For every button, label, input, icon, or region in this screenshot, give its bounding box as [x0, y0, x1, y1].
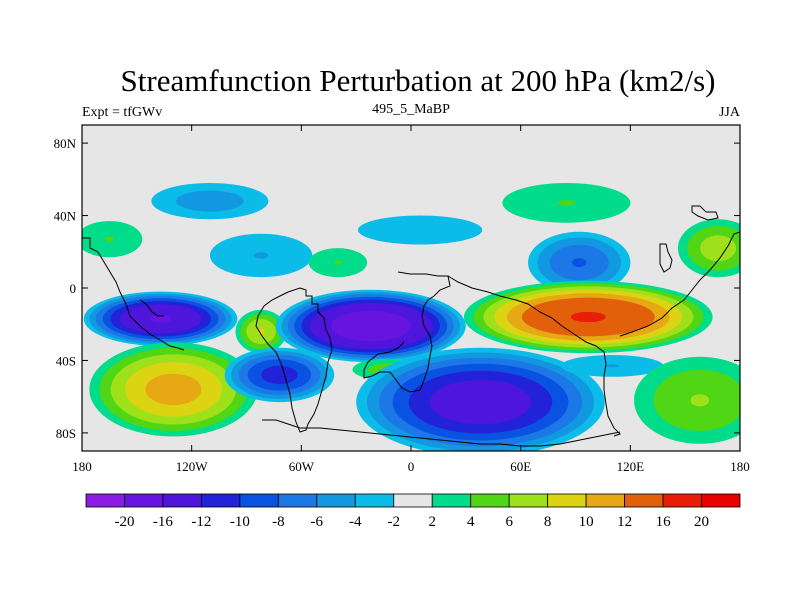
field-feature-8 — [83, 291, 238, 346]
colorbar-label: 10 — [579, 514, 594, 530]
colorbar-label: 8 — [544, 514, 552, 530]
coastline-asia-east — [619, 231, 740, 337]
field-feature-3 — [308, 248, 368, 278]
field-feature-9 — [235, 309, 287, 354]
contour-band — [330, 310, 411, 342]
x-tick-label: 0 — [408, 459, 415, 474]
x-tick-label: 120W — [176, 459, 209, 474]
colorbar-label: -4 — [349, 514, 362, 530]
coastline-japan — [659, 243, 673, 273]
colorbar-label: 6 — [505, 514, 513, 530]
y-tick-label: 40N — [54, 209, 77, 224]
y-tick-label: 40S — [56, 353, 76, 368]
colorbar-swatch — [85, 493, 125, 508]
contour-band — [253, 252, 269, 259]
colorbar-swatch — [393, 493, 433, 508]
contour-band — [570, 311, 606, 323]
colorbar-label: 4 — [467, 514, 475, 530]
contour-band — [261, 365, 298, 384]
continent-outlines — [82, 205, 740, 447]
experiment-label: Expt = tfGWv — [82, 105, 162, 120]
x-tick-label: 60E — [510, 459, 531, 474]
colorbar-label: 2 — [428, 514, 436, 530]
colorbar-swatch — [701, 493, 741, 508]
field-feature-15 — [356, 347, 605, 451]
contour-band — [358, 215, 483, 245]
colorbar-swatch — [354, 493, 395, 508]
case-label: 495_5_MaBP — [372, 102, 450, 117]
y-tick-label: 80N — [54, 136, 77, 151]
x-tick-label: 180 — [730, 459, 750, 474]
contour-band — [333, 260, 342, 265]
field-feature-11 — [464, 280, 713, 354]
colorbar-swatch — [201, 493, 241, 508]
field-feature-0 — [151, 183, 269, 220]
field-feature-16 — [560, 355, 664, 377]
field-feature-10 — [275, 289, 466, 363]
x-tick-label: 60W — [289, 459, 315, 474]
y-tick-label: 0 — [70, 281, 77, 296]
colorbar-label: -2 — [388, 514, 401, 530]
coastline-eurasia — [447, 275, 621, 437]
contour-band — [700, 235, 737, 262]
contour-band — [176, 190, 244, 212]
x-axis: 180 120W 60W 0 60E 120E 180 — [72, 125, 750, 474]
colorbar-swatch — [547, 493, 587, 508]
y-tick-label: 80S — [56, 426, 76, 441]
contour-band — [690, 394, 710, 407]
coastline-central — [139, 299, 164, 317]
x-tick-label: 180 — [72, 459, 92, 474]
contour-band — [429, 379, 532, 425]
colorbar-label: -10 — [230, 514, 250, 530]
colorbar-swatch — [431, 493, 472, 508]
coastline-africa — [363, 271, 451, 393]
colorbar-label: -12 — [191, 514, 211, 530]
field-feature-1 — [82, 221, 143, 258]
colorbar-label: -8 — [272, 514, 285, 530]
field-feature-13 — [224, 347, 335, 403]
season-label: JJA — [719, 105, 741, 120]
y-axis: 80N 40N 0 40S 80S — [54, 136, 740, 441]
field-feature-7 — [677, 219, 740, 278]
contour-band — [572, 258, 587, 267]
colorbar-label: -20 — [115, 514, 135, 530]
colorbar-label: -16 — [153, 514, 173, 530]
colorbar-swatch — [277, 493, 318, 508]
colorbar-swatch — [585, 493, 625, 508]
field-feature-4 — [358, 215, 483, 245]
colorbar-swatch — [508, 493, 549, 508]
coastline-kamchatka — [691, 205, 719, 221]
colorbar-swatch — [239, 493, 279, 508]
colorbar-label: -6 — [311, 514, 324, 530]
colorbar-swatch — [124, 493, 164, 508]
coastline-south-america — [255, 287, 333, 433]
field-feature-5 — [502, 183, 631, 223]
colorbar-swatch — [624, 493, 664, 508]
colorbar-label: 16 — [656, 514, 672, 530]
colorbar-swatch — [470, 493, 510, 508]
contour-band — [104, 236, 115, 242]
colorbar: -20 -16 -12 -10 -8 -6 -4 -2 2 4 6 8 10 12 16 20 — [85, 493, 741, 530]
coastline-north-america — [82, 237, 185, 351]
contour-field-layer — [82, 183, 740, 451]
contour-band — [149, 315, 172, 323]
colorbar-swatch — [162, 493, 202, 508]
colorbar-label: 20 — [694, 514, 709, 530]
coastline-antarctica — [262, 419, 621, 447]
colorbar-swatch — [662, 493, 702, 508]
contour-band — [145, 373, 202, 406]
contour-band — [257, 328, 265, 335]
contour-band — [557, 200, 576, 206]
field-feature-2 — [209, 233, 313, 278]
colorbar-label: 12 — [617, 514, 632, 530]
colorbar-swatch — [316, 493, 356, 508]
contour-band — [604, 364, 620, 368]
field-feature-17 — [634, 356, 740, 444]
field-feature-6 — [528, 231, 631, 294]
x-tick-label: 120E — [617, 459, 645, 474]
chart-title: Streamfunction Perturbation at 200 hPa (… — [121, 63, 716, 98]
field-feature-12 — [89, 342, 258, 437]
